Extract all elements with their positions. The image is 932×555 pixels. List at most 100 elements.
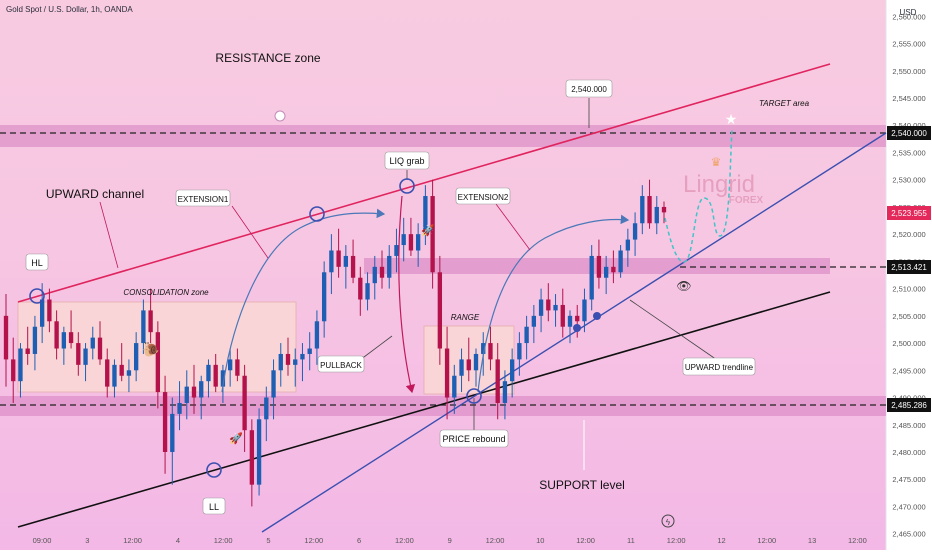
liq-grab-label: LIQ grab xyxy=(384,151,430,170)
candle-body xyxy=(133,343,139,371)
candle-body xyxy=(538,299,544,316)
candle-body xyxy=(242,375,247,431)
lightning-glyph: ϟ xyxy=(666,518,671,527)
badge-2540-text: 2,540.000 xyxy=(891,129,927,138)
candle-body xyxy=(307,348,312,354)
time-axis-ticks: 09:00 3 12:00 4 12:00 5 12:00 6 12:00 9 12:00 10 12:… xyxy=(33,536,867,545)
y-tick-label: 2,540.000 xyxy=(892,121,925,130)
y-tick-label: 2,510.000 xyxy=(892,285,925,294)
logo-sub: FOREX xyxy=(729,195,764,206)
pin-icon xyxy=(274,110,286,122)
candle-body xyxy=(350,255,356,278)
extension1-pointer xyxy=(231,205,269,259)
x-tick-label: 10 xyxy=(536,536,544,545)
liq-grab-text: LIQ grab xyxy=(389,156,424,166)
candle-body xyxy=(47,299,52,322)
candle-body xyxy=(249,430,255,485)
candle-body xyxy=(358,277,363,300)
y-tick-label: 2,465.000 xyxy=(892,530,925,539)
candle-body xyxy=(271,370,276,398)
x-tick-label: 12:00 xyxy=(214,536,233,545)
candle-body xyxy=(18,348,23,382)
upward-channel-pointer xyxy=(99,201,119,269)
rocket-icon-1: 🚀 xyxy=(229,432,243,445)
candle-body xyxy=(105,359,110,387)
upward-trendline xyxy=(261,132,887,533)
hh-marker-1 xyxy=(309,206,325,222)
logo-name: Lingrid xyxy=(683,171,755,198)
y-tick-label: 2,560.000 xyxy=(892,12,925,21)
currency-label: USD xyxy=(900,8,917,17)
snail-icon: 🐌 xyxy=(142,341,159,358)
x-tick-label: 5 xyxy=(266,536,270,545)
liq-grab-marker xyxy=(399,178,415,194)
y-tick-label: 2,550.000 xyxy=(892,67,925,76)
candle-body xyxy=(285,353,291,365)
star-icon: ★ xyxy=(725,111,738,127)
candle-body xyxy=(329,250,334,273)
candle-body xyxy=(379,266,385,278)
candle-body xyxy=(314,321,320,349)
candle-body xyxy=(444,348,450,398)
upward-trendline-text: UPWARD trendline xyxy=(685,363,754,372)
candle-body xyxy=(300,353,305,360)
badge-2513-text: 2,513.421 xyxy=(891,263,927,272)
resistance-zone-label: RESISTANCE zone xyxy=(215,51,320,65)
pullback-arrow xyxy=(398,195,416,394)
candle-body xyxy=(184,386,189,403)
x-tick-label: 12:00 xyxy=(757,536,776,545)
range-label: RANGE xyxy=(451,313,480,322)
support-zone-band xyxy=(0,396,886,416)
candle-body xyxy=(509,359,515,382)
x-tick-label: 12:00 xyxy=(848,536,867,545)
candle-body xyxy=(11,359,16,382)
candle-body xyxy=(495,359,500,403)
ll-marker xyxy=(206,462,222,478)
candle-body xyxy=(603,266,609,278)
y-tick-label: 2,530.000 xyxy=(892,176,925,185)
candle-body xyxy=(437,272,443,349)
candle-body xyxy=(213,364,218,387)
projection-path xyxy=(664,129,733,263)
candle-body xyxy=(430,196,435,273)
candle-body xyxy=(97,337,103,360)
trendline-touch-1 xyxy=(573,324,581,332)
candle-body xyxy=(220,370,226,387)
candle-body xyxy=(517,343,522,360)
candle-body xyxy=(76,343,81,365)
candle-body xyxy=(119,364,124,376)
price-rebound-text: PRICE rebound xyxy=(442,434,505,444)
pullback-pointer xyxy=(359,335,393,361)
candle-body xyxy=(365,283,370,300)
candle-body xyxy=(589,255,594,300)
candle-body xyxy=(661,206,667,213)
candle-body xyxy=(336,250,341,267)
x-tick-label: 4 xyxy=(176,536,180,545)
pullback-text: PULLBACK xyxy=(320,361,362,370)
candle-body xyxy=(575,315,580,322)
candle-body xyxy=(466,359,471,371)
candle-body xyxy=(61,332,67,349)
price-rebound-label: PRICE rebound xyxy=(439,429,509,448)
candle-body xyxy=(3,315,9,360)
candle-body xyxy=(452,375,457,398)
y-tick-label: 2,500.000 xyxy=(892,339,925,348)
resistance-zone-band xyxy=(0,125,886,147)
candle-body xyxy=(502,381,508,403)
candle-body xyxy=(83,348,88,365)
candle-body xyxy=(256,419,262,485)
y-tick-label: 2,505.000 xyxy=(892,312,925,321)
candle-body xyxy=(415,234,421,251)
candle-body xyxy=(126,370,132,376)
candle-body xyxy=(148,310,153,333)
plot-background xyxy=(0,0,886,550)
candle-body xyxy=(654,206,659,224)
candle-body xyxy=(640,196,645,224)
candle-body xyxy=(293,359,298,365)
support-channel-line xyxy=(17,291,831,528)
extension2-label: EXTENSION2 xyxy=(455,187,511,205)
ll-text: LL xyxy=(209,502,219,512)
badge-2513: 2,513.421 xyxy=(887,260,931,274)
candle-body xyxy=(155,332,161,393)
